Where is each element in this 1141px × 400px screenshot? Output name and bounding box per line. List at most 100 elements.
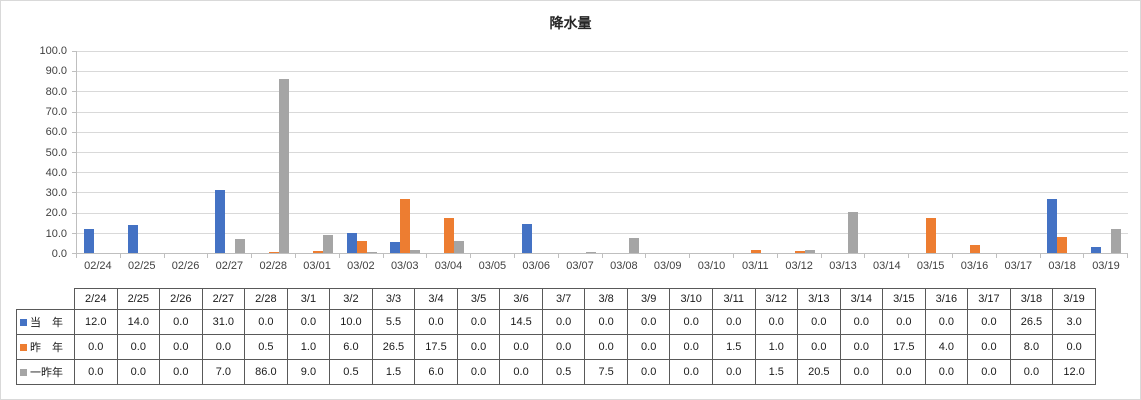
value-cell: 0.0	[669, 309, 713, 335]
x-axis: 02/24 02/25 02/26 02/27 02/28 03/01 03/02 03/03…	[76, 260, 1128, 272]
value-cell: 3.0	[1052, 309, 1096, 335]
y-axis-tick	[72, 51, 77, 52]
bar-group	[1041, 51, 1085, 253]
x-axis-label: 03/06	[522, 260, 550, 272]
bar-this-year	[521, 223, 532, 253]
x-axis-tick-cell	[77, 254, 121, 258]
bar-two-years-ago	[804, 249, 815, 253]
x-axis-label: 02/27	[215, 260, 244, 272]
y-axis: 100.0 90.0 80.0 70.0 60.0 50.0 40.0 30.0 20.0 10.…	[1, 45, 67, 260]
y-axis-tick	[72, 91, 77, 93]
bar-two-years-ago	[585, 252, 596, 253]
x-axis-label: 03/13	[829, 260, 857, 272]
y-axis-label: 30.0	[45, 187, 67, 200]
bar-group	[646, 51, 690, 253]
x-axis-tick-cell	[296, 254, 340, 258]
value-cell: 0.0	[74, 359, 118, 385]
bar-group	[690, 51, 734, 253]
bar-two-years-ago	[366, 252, 377, 253]
table-date-header: 2/25	[116, 288, 161, 310]
legend-key-icon	[20, 318, 27, 326]
y-axis-label: 100.0	[39, 45, 67, 57]
bar-this-year	[215, 190, 226, 253]
value-cell: 0.0	[754, 309, 799, 335]
table-date-header: 3/19	[1052, 288, 1096, 310]
plot-area	[72, 51, 1128, 254]
x-axis-label: 02/26	[171, 260, 200, 272]
bar-group	[1084, 51, 1128, 253]
table-date-header: 2/27	[201, 288, 246, 310]
gridline	[77, 51, 1128, 52]
series-label-cell: 昨 年	[16, 334, 75, 360]
bar-group	[909, 51, 953, 253]
x-axis-label: 03/15	[916, 260, 945, 272]
value-cell: 26.5	[1009, 309, 1054, 335]
bar-this-year	[127, 224, 138, 253]
value-cell: 0.0	[541, 309, 586, 335]
series-label-cell: 一昨年	[16, 359, 75, 385]
bar-group	[340, 51, 384, 253]
y-axis-label: 10.0	[45, 227, 67, 240]
y-axis-tick	[72, 192, 77, 194]
table-date-header: 3/5	[456, 288, 501, 310]
table-date-header: 3/10	[669, 288, 713, 310]
y-axis-label: 80.0	[45, 85, 67, 98]
bar-two-years-ago	[410, 249, 421, 253]
value-cell: 0.0	[584, 334, 628, 360]
bar-group	[77, 51, 121, 253]
bar-last-year	[444, 217, 455, 253]
value-cell: 0.0	[967, 309, 1011, 335]
bar-group	[515, 51, 559, 253]
series-label-text: 一昨年	[30, 367, 63, 379]
x-axis-tick-cell	[865, 254, 910, 258]
table-date-header: 3/13	[797, 288, 841, 310]
x-axis-tick-cell	[778, 254, 822, 258]
value-cell: 0.5	[541, 359, 586, 385]
bar-last-year	[356, 240, 367, 253]
x-axis-label: 03/09	[653, 260, 682, 272]
value-cell: 26.5	[371, 334, 416, 360]
table-date-header: 3/3	[371, 288, 416, 310]
value-cell: 9.0	[286, 359, 331, 385]
value-cell: 0.0	[499, 334, 543, 360]
value-cell: 1.0	[754, 334, 799, 360]
bars-row	[77, 51, 1128, 253]
x-axis-tick-cell	[121, 254, 165, 258]
x-axis-label: 03/18	[1048, 260, 1076, 272]
bar-this-year	[346, 232, 357, 253]
x-axis-label: 02/25	[127, 260, 156, 272]
bar-last-year	[400, 199, 411, 253]
y-axis-tick	[72, 131, 77, 133]
x-axis-tick-cell	[208, 254, 253, 258]
table-date-header: 3/6	[499, 288, 543, 310]
bar-group	[296, 51, 340, 253]
bar-last-year	[926, 217, 937, 253]
value-cell: 0.0	[116, 359, 161, 385]
x-axis-label: 03/16	[960, 260, 989, 272]
y-axis-tick	[72, 253, 77, 254]
value-cell: 0.0	[244, 309, 288, 335]
value-cell: 0.0	[711, 309, 756, 335]
table-date-header: 2/28	[244, 288, 288, 310]
bar-this-year	[1091, 246, 1102, 253]
value-cell: 0.0	[882, 309, 926, 335]
value-cell: 12.0	[74, 309, 118, 335]
x-axis-tick-cell	[690, 254, 734, 258]
value-cell: 6.0	[414, 359, 458, 385]
table-date-header: 3/8	[584, 288, 628, 310]
x-axis-label: 02/24	[84, 260, 112, 272]
bar-group	[822, 51, 866, 253]
x-axis-label: 03/19	[1092, 260, 1120, 272]
table-date-header: 2/26	[159, 288, 203, 310]
value-cell: 0.0	[541, 334, 586, 360]
bar-group	[427, 51, 471, 253]
value-cell: 0.0	[669, 359, 713, 385]
bar-two-years-ago	[1111, 228, 1122, 253]
bar-two-years-ago	[848, 211, 859, 253]
bar-this-year	[390, 241, 401, 253]
x-axis-tick-cell	[427, 254, 472, 258]
value-cell: 31.0	[201, 309, 246, 335]
table-date-header: 3/4	[414, 288, 458, 310]
x-axis-label: 02/28	[259, 260, 287, 272]
